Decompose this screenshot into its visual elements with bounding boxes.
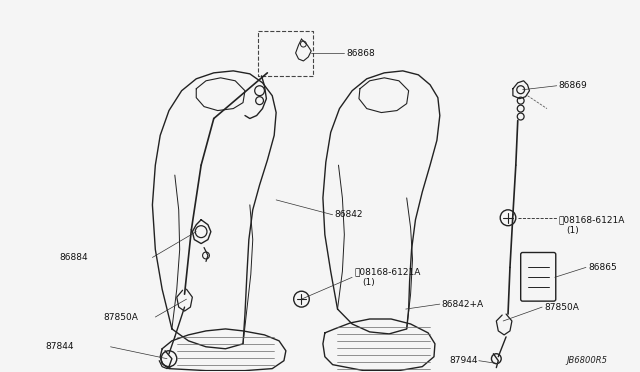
Text: 87850A: 87850A	[544, 302, 579, 312]
Text: 86842+A: 86842+A	[442, 299, 484, 309]
Text: (1): (1)	[362, 278, 374, 287]
Text: Ⓝ08168-6121A: Ⓝ08168-6121A	[559, 215, 625, 224]
Text: 86869: 86869	[559, 81, 588, 90]
Text: 87850A: 87850A	[104, 312, 139, 321]
Text: 87944: 87944	[449, 356, 478, 365]
Text: JB6800R5: JB6800R5	[566, 356, 607, 365]
Text: 86884: 86884	[60, 253, 88, 262]
Text: Ⓝ08168-6121A: Ⓝ08168-6121A	[354, 267, 420, 276]
Text: 86865: 86865	[588, 263, 617, 272]
Text: 86868: 86868	[346, 48, 375, 58]
Text: (1): (1)	[566, 226, 579, 235]
Text: 86842: 86842	[335, 210, 363, 219]
Text: 87844: 87844	[45, 342, 74, 351]
